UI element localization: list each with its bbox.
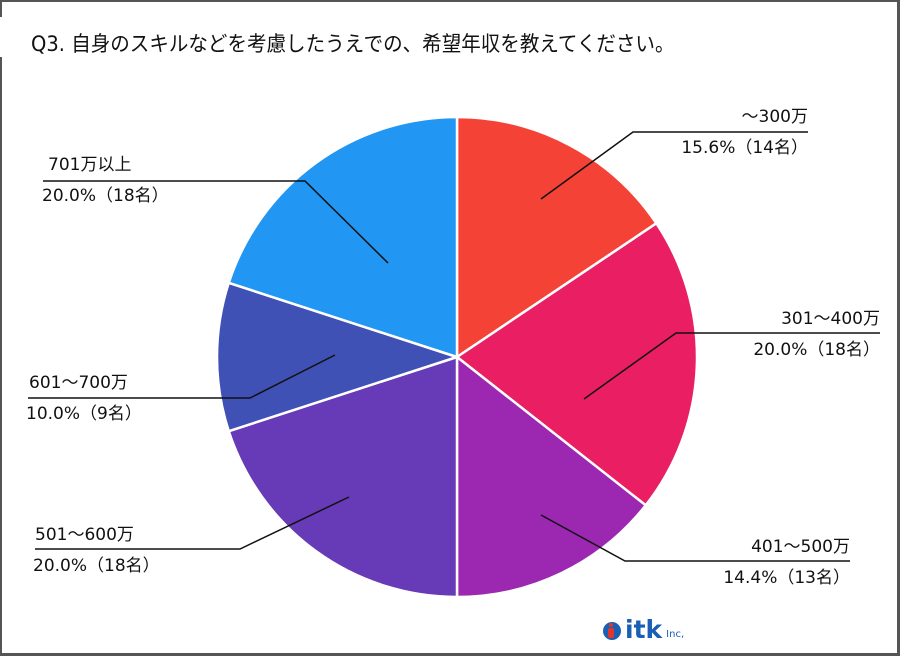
company-logo: itk Inc, <box>603 617 684 643</box>
pie-slice <box>455 355 647 599</box>
leader-line-400 <box>583 332 880 400</box>
leader-lines <box>28 131 880 562</box>
frame-bottom-border <box>0 653 900 656</box>
label-category-300: ～300万 <box>741 107 808 127</box>
label-percent-600: 20.0%（18名） <box>33 556 160 576</box>
frame-right-border <box>897 0 900 656</box>
leader-line-500 <box>540 514 850 562</box>
leader-line-600 <box>35 496 350 550</box>
pie-slice <box>227 115 459 359</box>
label-category-400: 301～400万 <box>781 309 880 329</box>
pie-slice <box>215 281 459 433</box>
leader-line-700 <box>28 354 336 399</box>
logo-suffix: Inc, <box>666 629 685 640</box>
leader-line-701 <box>43 180 389 264</box>
frame-left-border <box>0 0 2 17</box>
label-percent-500: 14.4%（13名） <box>723 568 850 588</box>
logo-text: itk <box>625 615 663 644</box>
pie-slice <box>455 115 658 359</box>
frame-top-border <box>0 0 900 2</box>
logo-globe-icon <box>603 622 621 640</box>
label-category-600: 501～600万 <box>35 525 134 545</box>
frame-left-border <box>0 57 2 656</box>
label-percent-400: 20.0%（18名） <box>753 340 880 360</box>
label-percent-701: 20.0%（18名） <box>42 186 169 206</box>
label-percent-700: 10.0%（9名） <box>26 404 142 424</box>
chart-title: Q3. 自身のスキルなどを考慮したうえでの、希望年収を教えてください。 <box>31 32 675 56</box>
label-percent-300: 15.6%（14名） <box>681 138 808 158</box>
leader-line-300 <box>540 131 808 200</box>
label-category-500: 401～500万 <box>751 537 850 557</box>
pie-slices <box>215 115 699 599</box>
pie-slice <box>227 355 459 599</box>
pie-slice <box>455 222 699 507</box>
label-category-701: 701万以上 <box>48 155 132 175</box>
label-category-700: 601～700万 <box>29 373 128 393</box>
